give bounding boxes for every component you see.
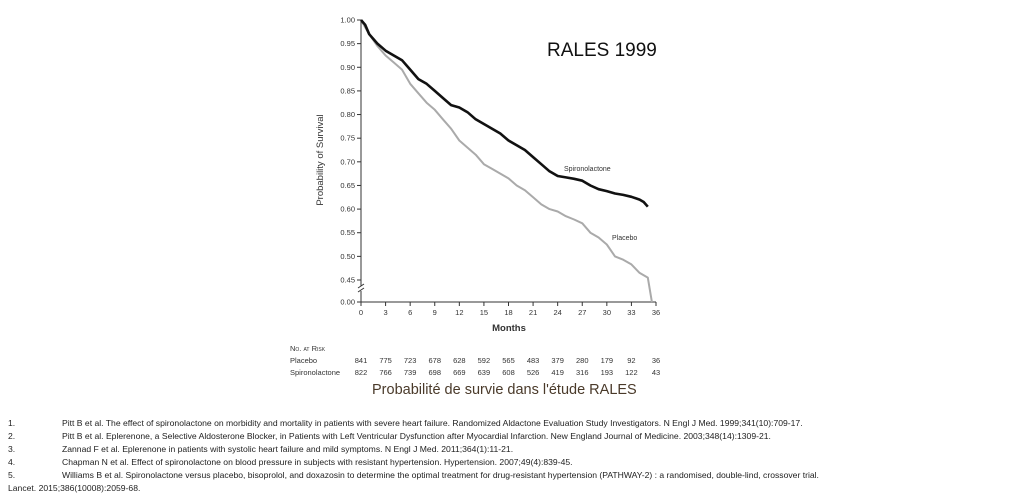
- at-risk-value: 526: [526, 368, 540, 377]
- x-tick-label: 24: [553, 308, 561, 317]
- x-tick-label: 21: [529, 308, 537, 317]
- y-tick-label: 0.95: [340, 39, 355, 48]
- series-label-placebo: Placebo: [612, 235, 637, 242]
- reference-item: 4. Chapman N et al. Effect of spironolact…: [0, 456, 1024, 469]
- reference-text: Chapman N et al. Effect of spironolacton…: [62, 457, 573, 467]
- x-tick-label: 33: [627, 308, 635, 317]
- at-risk-value: 122: [625, 368, 638, 377]
- y-tick-label: 0.85: [340, 86, 355, 95]
- at-risk-value: 723: [403, 356, 417, 365]
- at-risk-value: 379: [551, 356, 564, 365]
- at-risk-label-spironolactone: Spironolactone: [290, 368, 341, 377]
- reference-text: Williams B et al. Spironolactone versus …: [62, 470, 819, 480]
- at-risk-value: 739: [403, 368, 417, 377]
- reference-number: 4.: [8, 457, 16, 467]
- reference-text: Lancet. 2015;386(10008):2059-68.: [8, 483, 141, 493]
- reference-number: 3.: [8, 444, 16, 454]
- figure-caption: Probabilité de survie dans l'étude RALES: [372, 382, 637, 398]
- reference-text: Pitt B et al. Eplerenone, a Selective Al…: [62, 431, 771, 441]
- references-list: 1. Pitt B et al. The effect of spironolac…: [0, 417, 1024, 495]
- at-risk-value: 669: [453, 368, 466, 377]
- series-label-spironolactone: Spironolactone: [564, 166, 611, 173]
- survival-chart: 1.00 0.95 0.90 0.85 0.80 0.75 0.70 0.65 0.60 0.55…: [315, 16, 660, 335]
- x-tick-label: 0: [359, 308, 363, 317]
- series-line-spironolactone: [360, 19, 649, 208]
- at-risk-value: 592: [477, 356, 491, 365]
- at-risk-value: 316: [575, 368, 589, 377]
- reference-number: 5.: [8, 470, 16, 480]
- reference-item: 3. Zannad F et al. Eplerenone in patients…: [0, 443, 1024, 456]
- y-tick-label: 0.55: [340, 228, 355, 237]
- y-tick-label: 0.65: [340, 181, 355, 190]
- at-risk-value: 43: [651, 368, 661, 377]
- at-risk-value: 92: [627, 356, 636, 365]
- at-risk-label-placebo: Placebo: [290, 356, 318, 365]
- at-risk-value: 36: [651, 356, 661, 365]
- y-tick-label: 0.60: [340, 205, 355, 214]
- at-risk-value: 193: [600, 368, 614, 377]
- x-tick-label: 18: [504, 308, 512, 317]
- at-risk-value: 608: [502, 368, 515, 377]
- y-tick-label: 0.00: [340, 298, 355, 307]
- reference-number: 2.: [8, 431, 16, 441]
- reference-text: Zannad F et al. Eplerenone in patients w…: [62, 444, 514, 454]
- y-tick-label: 0.45: [340, 276, 355, 285]
- at-risk-heading: No. at Risk: [290, 344, 326, 353]
- x-tick-label: 15: [480, 308, 488, 317]
- reference-item: 1. Pitt B et al. The effect of spironolac…: [0, 417, 1024, 430]
- at-risk-value: 628: [453, 356, 466, 365]
- x-tick-label: 9: [433, 308, 437, 317]
- x-tick-label: 12: [455, 308, 463, 317]
- x-tick-label: 27: [578, 308, 586, 317]
- x-tick-label: 6: [408, 308, 412, 317]
- reference-number: 1.: [8, 418, 16, 428]
- reference-item-continuation: Lancet. 2015;386(10008):2059-68.: [0, 482, 1024, 495]
- series-line-placebo: [360, 19, 653, 303]
- at-risk-value: 639: [477, 368, 491, 377]
- at-risk-value: 698: [428, 368, 441, 377]
- at-risk-value: 841: [354, 356, 368, 365]
- axis-break-mark: [357, 287, 365, 293]
- at-risk-value: 775: [379, 356, 392, 365]
- at-risk-value: 766: [379, 368, 392, 377]
- at-risk-value: 280: [575, 356, 589, 365]
- at-risk-value: 822: [354, 368, 368, 377]
- chart-title: RALES 1999: [547, 40, 657, 61]
- y-tick-label: 0.80: [340, 110, 355, 119]
- x-tick-label: 36: [652, 308, 660, 317]
- x-tick-label: 30: [603, 308, 611, 317]
- at-risk-value: 678: [428, 356, 441, 365]
- at-risk-value: 565: [502, 356, 515, 365]
- y-tick-label: 0.75: [340, 134, 355, 143]
- reference-item: 2. Pitt B et al. Eplerenone, a Selective …: [0, 430, 1024, 443]
- reference-item: 5. Williams B et al. Spironolactone versu…: [0, 469, 1024, 482]
- y-axis-label: Probability of Survival: [315, 114, 326, 205]
- at-risk-value: 483: [526, 356, 540, 365]
- x-tick-label: 3: [383, 308, 387, 317]
- y-tick-label: 1.00: [340, 16, 355, 25]
- y-tick-label: 0.50: [340, 252, 355, 261]
- axis-break-mark: [357, 283, 365, 289]
- at-risk-value: 419: [551, 368, 564, 377]
- at-risk-value: 179: [600, 356, 614, 365]
- reference-text: Pitt B et al. The effect of spironolacto…: [62, 418, 803, 428]
- y-tick-label: 0.70: [340, 157, 355, 166]
- x-axis-label: Months: [492, 323, 526, 334]
- y-tick-label: 0.90: [340, 63, 355, 72]
